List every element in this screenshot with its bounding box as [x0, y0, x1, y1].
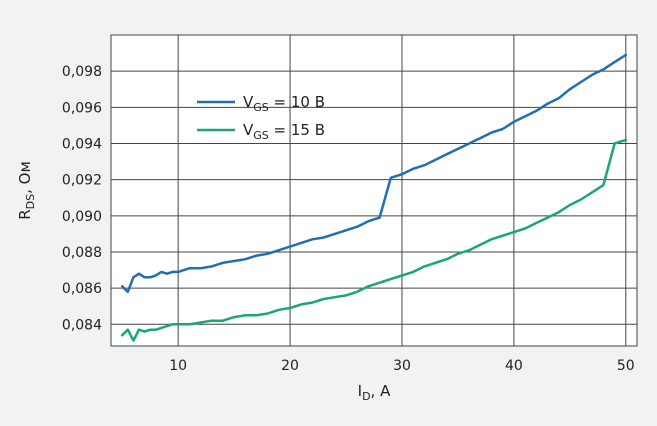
legend-item-vgs-10: VGS = 10 В	[197, 93, 325, 114]
y-tick-label: 0,084	[62, 317, 102, 333]
x-axis-label: ID, A	[358, 382, 391, 403]
y-tick-label: 0,090	[62, 209, 102, 225]
y-axis-label: RDS, Ом	[16, 161, 37, 220]
series-line-vgs-15	[120, 138, 628, 342]
x-tick-labels: 10 20 30 40 50	[169, 358, 634, 374]
y-tick-label: 0,088	[62, 245, 102, 261]
x-tick-label: 40	[505, 358, 523, 374]
y-tick-label: 0,092	[62, 173, 102, 189]
x-tick-label: 20	[281, 358, 299, 374]
y-tick-labels: 0,084 0,086 0,088 0,090 0,092 0,094 0,096 0,098	[62, 64, 102, 333]
legend-label-vgs-10: VGS = 10 В	[243, 93, 325, 114]
x-tick-label: 10	[169, 358, 187, 374]
y-tick-label: 0,096	[62, 100, 102, 116]
legend: VGS = 10 В VGS = 15 В	[197, 93, 325, 142]
series-line-vgs-10	[120, 53, 628, 294]
y-tick-label: 0,094	[62, 136, 102, 152]
legend-label-vgs-15: VGS = 15 В	[243, 121, 325, 142]
plot-frame	[110, 34, 638, 347]
grid	[111, 35, 637, 346]
series-layer	[120, 53, 628, 342]
x-tick-label: 30	[393, 358, 411, 374]
plot-area	[111, 35, 637, 346]
legend-item-vgs-15: VGS = 15 В	[197, 121, 325, 142]
y-tick-label: 0,098	[62, 64, 102, 80]
x-tick-label: 50	[617, 358, 635, 374]
y-tick-label: 0,086	[62, 281, 102, 297]
